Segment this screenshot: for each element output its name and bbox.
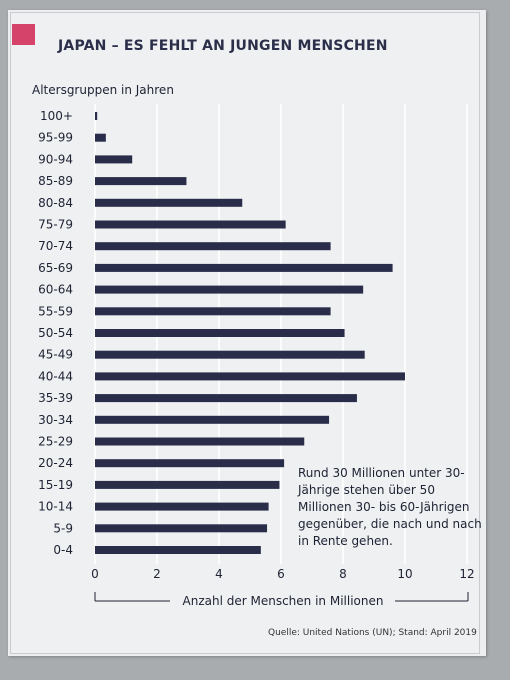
category-label: 100+ [40, 109, 73, 123]
category-label: 40-44 [38, 369, 73, 383]
annotation-text: Rund 30 Millionen unter 30-Jährige stehe… [298, 466, 482, 548]
x-axis-bracket [94, 592, 469, 602]
bar [95, 285, 364, 294]
bar [95, 394, 357, 403]
category-label: 0-4 [53, 543, 73, 557]
category-label: 15-19 [38, 478, 73, 492]
bar [95, 263, 393, 272]
y-axis-label: Altersgruppen in Jahren [32, 83, 174, 97]
bars [95, 112, 405, 554]
category-label: 50-54 [38, 326, 73, 340]
bar [95, 307, 331, 316]
category-label: 25-29 [38, 435, 73, 449]
category-label: 85-89 [38, 174, 73, 188]
x-tick-label: 4 [215, 567, 223, 581]
bar [95, 524, 268, 533]
category-label: 70-74 [38, 239, 73, 253]
title-marker [12, 24, 35, 45]
category-label: 45-49 [38, 348, 73, 362]
category-label: 30-34 [38, 413, 73, 427]
bar [95, 220, 286, 229]
category-label: 20-24 [38, 456, 73, 470]
x-axis-label: Anzahl der Menschen in Millionen [183, 594, 384, 608]
x-tick-label: 6 [277, 567, 285, 581]
x-tick-label: 8 [339, 567, 347, 581]
x-tick-label: 2 [153, 567, 161, 581]
x-tick-label: 0 [91, 567, 99, 581]
bar [95, 459, 285, 468]
chart-title: JAPAN – ES FEHLT AN JUNGEN MENSCHEN [58, 38, 388, 54]
bar [95, 133, 106, 142]
category-label: 5-9 [53, 521, 73, 535]
x-tick-label: 10 [397, 567, 412, 581]
bar [95, 437, 305, 446]
category-label: 35-39 [38, 391, 73, 405]
bar [95, 177, 187, 186]
category-label: 55-59 [38, 304, 73, 318]
bar [95, 502, 269, 511]
bar [95, 198, 243, 207]
x-tick-label: 12 [459, 567, 474, 581]
category-labels: 100+ 95-99 90-94 85-89 80-84 75-79 70-74 65-69 6… [38, 109, 73, 557]
bar [95, 415, 330, 424]
bar [95, 350, 365, 359]
bar [95, 480, 280, 489]
category-label: 80-84 [38, 196, 73, 210]
category-label: 90-94 [38, 152, 73, 166]
bar [95, 329, 345, 337]
category-label: 95-99 [38, 131, 73, 145]
bar [95, 546, 261, 554]
bar [95, 372, 405, 381]
category-label: 75-79 [38, 218, 73, 232]
bar [95, 155, 133, 164]
bar [95, 112, 98, 120]
x-tick-labels: 0 2 4 6 8 10 12 [91, 567, 474, 581]
category-label: 60-64 [38, 283, 73, 297]
category-label: 10-14 [38, 500, 73, 514]
bar [95, 242, 331, 251]
source-note: Quelle: United Nations (UN); Stand: Apri… [268, 628, 477, 638]
category-label: 65-69 [38, 261, 73, 275]
